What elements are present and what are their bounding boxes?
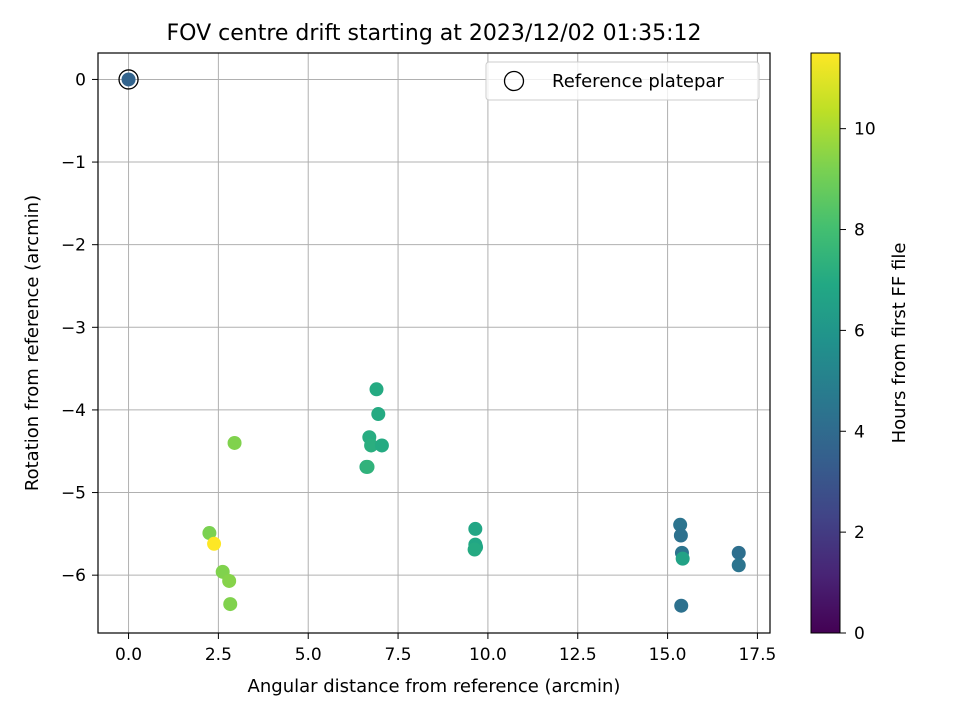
data-point bbox=[674, 598, 689, 613]
x-tick-label: 2.5 bbox=[205, 645, 232, 665]
data-point bbox=[731, 558, 746, 573]
data-points bbox=[121, 72, 746, 613]
legend-box bbox=[485, 61, 760, 101]
x-axis-label: Angular distance from reference (arcmin) bbox=[248, 676, 621, 697]
data-point bbox=[731, 545, 746, 560]
y-tick-label: −1 bbox=[61, 153, 86, 173]
x-tick-label: 12.5 bbox=[559, 645, 597, 665]
data-point bbox=[673, 517, 688, 532]
legend-entry-reference-platepar: Reference platepar bbox=[552, 71, 724, 92]
data-point bbox=[374, 438, 389, 453]
reference-marker-layer bbox=[118, 69, 139, 90]
reference-platepar-marker bbox=[118, 69, 139, 90]
data-point bbox=[121, 72, 136, 87]
colorbar-ticks: 0 2 4 6 8 10 bbox=[840, 120, 876, 644]
x-axis-ticks: 0.0 2.5 5.0 7.5 10.0 12.5 15.0 17.5 bbox=[115, 633, 776, 665]
legend-reference-marker bbox=[503, 70, 525, 92]
legend: Reference platepar bbox=[485, 61, 760, 101]
data-point bbox=[222, 573, 237, 588]
colorbar-tick-label: 6 bbox=[854, 321, 865, 341]
y-tick-label: −6 bbox=[61, 566, 86, 586]
y-tick-label: −4 bbox=[61, 401, 86, 421]
y-axis-label: Rotation from reference (arcmin) bbox=[22, 195, 43, 491]
colorbar-label: Hours from first FF file bbox=[889, 243, 910, 444]
grid bbox=[98, 53, 770, 633]
data-point bbox=[360, 459, 375, 474]
colorbar-tick-label: 4 bbox=[854, 422, 865, 442]
x-tick-label: 17.5 bbox=[738, 645, 776, 665]
data-point bbox=[227, 435, 242, 450]
chart-title: FOV centre drift starting at 2023/12/02 … bbox=[167, 21, 702, 46]
data-point bbox=[202, 526, 217, 541]
data-point bbox=[371, 407, 386, 422]
colorbar-tick-label: 8 bbox=[854, 221, 865, 241]
y-tick-label: 0 bbox=[75, 70, 86, 90]
data-point bbox=[207, 536, 222, 551]
x-tick-label: 7.5 bbox=[385, 645, 412, 665]
data-point bbox=[223, 597, 238, 612]
data-point bbox=[468, 521, 483, 536]
plot-frame bbox=[97, 52, 771, 634]
data-point bbox=[675, 551, 690, 566]
data-point bbox=[467, 542, 482, 557]
y-axis-ticks: 0 −1 −2 −3 −4 −5 −6 bbox=[61, 70, 98, 586]
colorbar-tick-label: 2 bbox=[854, 523, 865, 543]
y-tick-label: −3 bbox=[61, 318, 86, 338]
colorbar-tick-label: 10 bbox=[854, 120, 876, 140]
x-tick-label: 5.0 bbox=[295, 645, 322, 665]
data-point bbox=[364, 438, 379, 453]
x-tick-label: 15.0 bbox=[649, 645, 687, 665]
colorbar bbox=[810, 52, 841, 634]
x-tick-label: 10.0 bbox=[469, 645, 507, 665]
data-point bbox=[369, 382, 384, 397]
x-tick-label: 0.0 bbox=[115, 645, 142, 665]
data-point bbox=[673, 528, 688, 543]
y-tick-label: −5 bbox=[61, 484, 86, 504]
colorbar-tick-label: 0 bbox=[854, 624, 865, 644]
y-tick-label: −2 bbox=[61, 236, 86, 256]
